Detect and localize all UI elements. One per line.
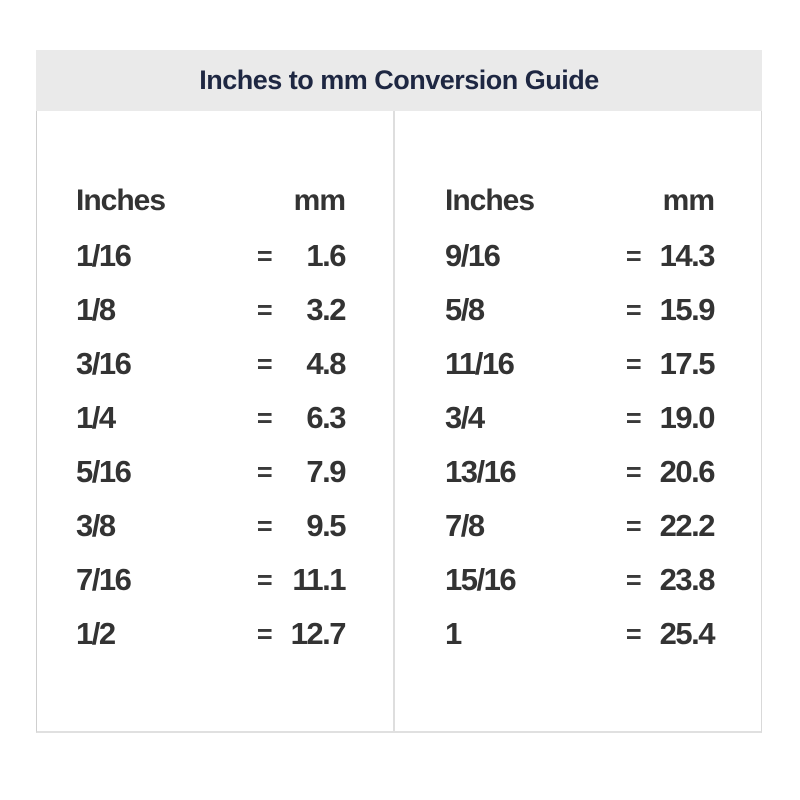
guide-body: Inches mm 1/16 = 1.6 1/8 = 3.2 3/16 = 4.… bbox=[36, 111, 762, 733]
inches-value: 1/16 bbox=[76, 238, 132, 273]
conversion-row: 7/16 = 11.1 bbox=[76, 553, 347, 607]
equals-sign: = bbox=[256, 456, 273, 487]
mm-column-header: mm bbox=[293, 184, 346, 217]
equals-sign: = bbox=[256, 510, 273, 541]
inches-value: 3/4 bbox=[445, 400, 485, 435]
conversion-row: 15/16 = 23.8 bbox=[445, 553, 716, 607]
mm-value: 14.3 bbox=[659, 238, 716, 273]
conversion-row: 3/4 = 19.0 bbox=[445, 391, 716, 445]
conversion-row: 9/16 = 14.3 bbox=[445, 229, 716, 283]
equals-sign: = bbox=[256, 402, 273, 433]
equals-sign: = bbox=[256, 564, 273, 595]
inches-value: 5/8 bbox=[445, 292, 485, 327]
mm-value: 23.8 bbox=[659, 562, 716, 597]
column-header-row: Inches mm bbox=[76, 173, 346, 229]
equals-sign: = bbox=[625, 618, 642, 649]
inches-value: 5/16 bbox=[76, 454, 132, 489]
inches-column-header: Inches bbox=[76, 184, 166, 217]
mm-value: 15.9 bbox=[659, 292, 716, 327]
conversion-row: 1 = 25.4 bbox=[445, 607, 716, 661]
mm-column-header: mm bbox=[662, 184, 715, 217]
inches-value: 3/16 bbox=[76, 346, 132, 381]
equals-sign: = bbox=[625, 240, 642, 271]
inches-value: 7/8 bbox=[445, 508, 485, 543]
mm-value: 3.2 bbox=[306, 292, 346, 327]
equals-sign: = bbox=[256, 618, 273, 649]
conversion-row: 1/2 = 12.7 bbox=[76, 607, 347, 661]
inches-value: 3/8 bbox=[76, 508, 116, 543]
mm-value: 1.6 bbox=[306, 238, 346, 273]
guide-title: Inches to mm Conversion Guide bbox=[199, 65, 599, 95]
conversion-row: 13/16 = 20.6 bbox=[445, 445, 716, 499]
mm-value: 17.5 bbox=[659, 346, 716, 381]
column-header-row: Inches mm bbox=[445, 173, 715, 229]
guide-header: Inches to mm Conversion Guide bbox=[36, 50, 762, 111]
equals-sign: = bbox=[256, 240, 273, 271]
equals-sign: = bbox=[625, 294, 642, 325]
inches-value: 1/2 bbox=[76, 616, 116, 651]
mm-value: 7.9 bbox=[306, 454, 346, 489]
mm-value: 4.8 bbox=[306, 346, 346, 381]
mm-value: 6.3 bbox=[306, 400, 346, 435]
equals-sign: = bbox=[625, 402, 642, 433]
mm-value: 9.5 bbox=[306, 508, 346, 543]
conversion-row: 1/16 = 1.6 bbox=[76, 229, 347, 283]
mm-value: 11.1 bbox=[292, 562, 346, 597]
left-column: Inches mm 1/16 = 1.6 1/8 = 3.2 3/16 = 4.… bbox=[37, 111, 393, 731]
conversion-row: 1/8 = 3.2 bbox=[76, 283, 347, 337]
inches-value: 15/16 bbox=[445, 562, 517, 597]
equals-sign: = bbox=[625, 348, 642, 379]
inches-value: 13/16 bbox=[445, 454, 517, 489]
equals-sign: = bbox=[625, 456, 642, 487]
conversion-row: 3/16 = 4.8 bbox=[76, 337, 347, 391]
conversion-row: 5/8 = 15.9 bbox=[445, 283, 716, 337]
equals-sign: = bbox=[256, 294, 273, 325]
conversion-row: 5/16 = 7.9 bbox=[76, 445, 347, 499]
equals-sign: = bbox=[625, 564, 642, 595]
mm-value: 20.6 bbox=[659, 454, 716, 489]
mm-value: 19.0 bbox=[659, 400, 716, 435]
mm-value: 22.2 bbox=[659, 508, 716, 543]
inches-value: 7/16 bbox=[76, 562, 132, 597]
conversion-row: 3/8 = 9.5 bbox=[76, 499, 347, 553]
mm-value: 25.4 bbox=[659, 616, 716, 651]
conversion-row: 1/4 = 6.3 bbox=[76, 391, 347, 445]
equals-sign: = bbox=[256, 348, 273, 379]
inches-value: 9/16 bbox=[445, 238, 501, 273]
conversion-row: 7/8 = 22.2 bbox=[445, 499, 716, 553]
conversion-guide: Inches to mm Conversion Guide Inches mm … bbox=[36, 50, 762, 733]
inches-value: 1 bbox=[445, 616, 462, 651]
conversion-row: 11/16 = 17.5 bbox=[445, 337, 716, 391]
inches-value: 1/8 bbox=[76, 292, 116, 327]
right-column: Inches mm 9/16 = 14.3 5/8 = 15.9 11/16 =… bbox=[395, 111, 761, 731]
mm-value: 12.7 bbox=[290, 616, 347, 651]
inches-value: 1/4 bbox=[76, 400, 116, 435]
inches-value: 11/16 bbox=[445, 346, 515, 381]
inches-column-header: Inches bbox=[445, 184, 535, 217]
equals-sign: = bbox=[625, 510, 642, 541]
column-divider bbox=[393, 111, 395, 731]
